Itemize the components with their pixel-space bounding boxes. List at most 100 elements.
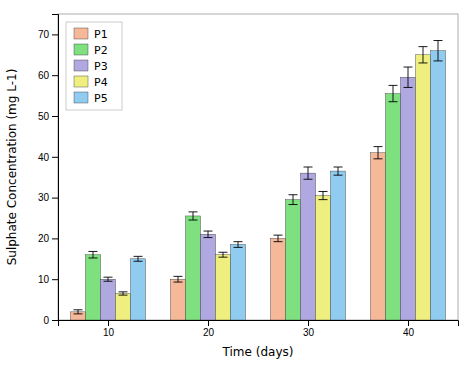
y-tick: 0 [43,315,58,326]
error-bar-cap [89,257,98,258]
bar [286,200,301,320]
y-tick-mark [52,75,58,76]
legend-item: P1 [74,28,108,41]
y-tick-mark [52,279,58,280]
bar [216,255,231,320]
error-bar-stem [193,212,194,220]
x-tick-mark [208,320,209,326]
error-bar-cap [334,175,343,176]
legend-item: P5 [74,92,108,105]
x-tick-mark [308,320,309,326]
error-bar-stem [138,256,139,261]
error-bar-cap [89,251,98,252]
y-tick-mark [52,198,58,199]
error-bar-cap [434,40,443,41]
y-tick-label: 30 [38,192,50,203]
error-bar-cap [389,85,398,86]
bar [186,216,201,320]
error-bar-stem [108,277,109,281]
x-tick-label: 10 [103,327,115,338]
bar [316,196,331,320]
x-axis-title: Time (days) [222,345,294,359]
bar [231,245,246,320]
y-tick-label: 20 [38,233,50,244]
error-bar [204,231,213,238]
bar [431,51,446,320]
bar [331,171,346,320]
y-tick-mark [52,157,58,158]
error-bar-cap [134,261,143,262]
error-bar-cap [189,220,198,221]
error-bar-stem [308,167,309,179]
legend-swatch [74,60,88,71]
error-bar-stem [408,67,409,87]
bar [131,259,146,320]
legend-label: P3 [94,60,108,73]
error-bar-cap [374,158,383,159]
error-bar-cap [419,62,428,63]
bar [86,255,101,320]
legend-item: P3 [74,60,108,73]
bar [201,234,216,320]
y-axis: 010203040506070 [38,15,59,326]
error-bar-cap [274,241,283,242]
x-tick-mark [108,320,109,326]
error-bar-cap [174,282,183,283]
legend-label: P5 [94,92,108,105]
error-bar-stem [438,41,439,61]
error-bar-cap [189,211,198,212]
legend-label: P1 [94,28,108,41]
error-bar-cap [119,291,128,292]
error-bar-cap [274,235,283,236]
x-tick: 10 [103,320,115,338]
y-tick: 10 [38,274,58,285]
error-bar-stem [338,167,339,175]
error-bar-cap [204,231,213,232]
y-tick-label: 10 [38,274,50,285]
error-bar-stem [278,235,279,242]
legend-swatch [74,92,88,103]
error-bar-cap [119,295,128,296]
error-bar-stem [78,310,79,314]
error-bar-cap [389,101,398,102]
y-tick-label: 50 [38,111,50,122]
error-bar [74,310,83,314]
error-bar [134,256,143,261]
x-tick-mark [408,320,409,326]
error-bar-cap [404,67,413,68]
y-tick: 20 [38,233,58,244]
error-bar-stem [238,242,239,248]
x-axis-line [59,321,459,327]
x-tick: 30 [303,320,315,338]
x-tick-label: 40 [403,327,415,338]
error-bar [404,67,413,87]
error-bar [419,47,428,63]
plot-frame [58,14,458,320]
error-bar-cap [374,146,383,147]
legend-item: P2 [74,44,108,57]
error-bar [319,191,328,199]
legend-label: P4 [94,76,108,89]
error-bar-stem [223,252,224,257]
x-axis: 10 20 30 40 [59,320,459,338]
error-bar-cap [304,167,313,168]
error-bar [274,235,283,242]
bar-series [101,67,416,320]
bar [171,279,186,320]
error-bar-cap [219,252,228,253]
bar [416,55,431,320]
error-bar-cap [434,60,443,61]
y-tick-label: 70 [38,29,50,40]
y-tick-mark [52,320,58,321]
y-tick: 30 [38,192,58,203]
legend: P1 P2 P3 P4 P5 [66,22,122,110]
bar [101,279,116,320]
error-bar [304,167,313,179]
error-bar-stem [378,147,379,159]
y-tick-mark [52,116,58,117]
error-bar-cap [204,237,213,238]
plot: 10203040010203040506070P1P2P3P4P5 [38,14,459,338]
error-bar-stem [178,276,179,282]
x-tick-label: 20 [203,327,215,338]
y-axis-title: Sulphate Concentration (mg L-1) [5,69,19,266]
